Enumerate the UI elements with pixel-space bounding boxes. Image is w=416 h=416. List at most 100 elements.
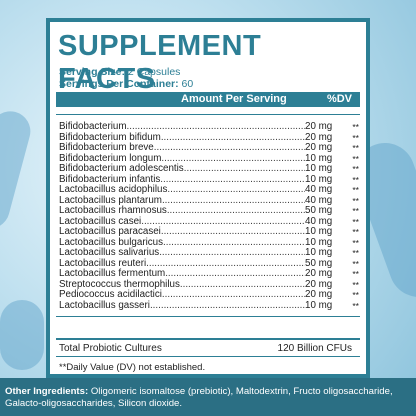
ingredient-name: Lactobacillus casei <box>59 215 142 227</box>
amount: 10 mg <box>305 173 333 185</box>
ingredient-row: Lactobacillus plantarum 40 mg ** <box>59 194 359 207</box>
total-value: 120 Billion CFUs <box>277 343 352 354</box>
leader-dots <box>167 206 305 217</box>
amount: 10 mg <box>305 247 333 258</box>
daily-value: ** <box>352 290 359 300</box>
daily-value: ** <box>352 206 359 216</box>
label: Serving Size: <box>59 66 125 78</box>
rule <box>56 356 360 357</box>
ingredient-row: Lactobacillus salivarius 10 mg ** <box>59 247 359 259</box>
leader-dots <box>159 248 305 259</box>
leader-dots <box>167 185 305 196</box>
ingredient-name: Bifidobacterium longum <box>59 152 162 164</box>
ingredient-name: Pediococcus acidilactici <box>59 289 162 300</box>
daily-value: ** <box>352 153 359 164</box>
ingredient-name: Bifidobacterium <box>59 121 127 132</box>
rule <box>56 338 360 340</box>
leader-dots <box>184 164 305 175</box>
ingredient-row: Lactobacillus casei 40 mg ** <box>59 215 359 228</box>
ingredient-name: Bifidobacterium adolescentis <box>59 163 184 174</box>
ingredient-row: Lactobacillus fermentum 20 mg ** <box>59 268 359 280</box>
daily-value: ** <box>352 237 359 248</box>
ingredient-name: Bifidobacterium breve <box>59 142 154 153</box>
daily-value: ** <box>352 195 359 206</box>
daily-value: ** <box>352 269 359 279</box>
ingredient-row: Lactobacillus bulgaricus 10 mg ** <box>59 236 359 249</box>
rule <box>56 114 360 115</box>
daily-value: ** <box>352 300 359 311</box>
daily-value: ** <box>352 132 359 143</box>
amount: 10 mg <box>305 226 333 237</box>
ingredient-row: Streptococcus thermophilus 20 mg ** <box>59 278 359 291</box>
ingredient-name: Lactobacillus acidophilus <box>59 184 168 195</box>
daily-value: ** <box>352 174 359 185</box>
total-label: Total Probiotic Cultures <box>59 343 162 354</box>
daily-value: ** <box>352 279 359 290</box>
other-ingredients: Other Ingredients: Oligomeric isomaltose… <box>0 378 416 416</box>
ingredient-row: Bifidobacterium bifidum 20 mg ** <box>59 132 359 144</box>
leader-dots <box>154 143 305 154</box>
amount: 20 mg <box>305 121 333 132</box>
leader-dots <box>161 227 305 238</box>
ingredient-row: Lactobacillus paracasei 10 mg ** <box>59 226 359 238</box>
rule <box>56 316 360 317</box>
daily-value: ** <box>352 164 359 174</box>
amount: 10 mg <box>305 236 333 248</box>
amount: 20 mg <box>305 278 333 290</box>
ingredient-name: Lactobacillus bulgaricus <box>59 236 164 248</box>
ingredient-name: Lactobacillus rhamnosus <box>59 205 167 216</box>
serving-size: Serving Size: 2 Capsules <box>59 66 180 78</box>
servings-per-container: Servings Per Container: 60 <box>59 78 193 90</box>
value: 60 <box>181 78 194 90</box>
column-header: Amount Per Serving %DV <box>56 92 360 107</box>
dv-header: %DV <box>326 93 352 105</box>
leader-dots <box>160 175 305 186</box>
amount: 10 mg <box>305 163 333 174</box>
ingredient-name: Lactobacillus fermentum <box>59 268 166 279</box>
ingredient-name: Lactobacillus salivarius <box>59 247 160 258</box>
ingredient-name: Bifidobacterium infantis <box>59 173 161 185</box>
daily-value: ** <box>352 185 359 195</box>
label: Other Ingredients: <box>5 386 89 397</box>
leader-dots <box>127 122 305 133</box>
title: SUPPLEMENT FACTS <box>58 30 262 95</box>
ingredient-row: Bifidobacterium infantis 10 mg ** <box>59 173 359 186</box>
amount: 50 mg <box>305 205 333 216</box>
rows: Bifidobacterium20 mg**Bifidobacterium bi… <box>59 121 359 312</box>
label: Servings Per Container: <box>59 78 179 90</box>
footnote: **Daily Value (DV) not established. <box>59 362 206 373</box>
amount: 20 mg <box>305 289 333 300</box>
ingredient-row: Bifidobacterium 20 mg ** <box>59 121 359 133</box>
ingredient-row: Lactobacillus rhamnosus 50 mg ** <box>59 205 359 217</box>
ingredient-name: Streptococcus thermophilus <box>59 278 180 290</box>
ingredient-row: Bifidobacterium longum 10 mg ** <box>59 152 359 165</box>
ingredient-name: Lactobacillus gasseri <box>59 299 150 311</box>
amount: 20 mg <box>305 142 333 153</box>
daily-value: ** <box>352 216 359 227</box>
amount: 50 mg <box>305 257 333 269</box>
daily-value: ** <box>352 258 359 269</box>
ingredient-name: Lactobacillus paracasei <box>59 226 161 237</box>
ingredient-row: Lactobacillus reuteri 50 mg ** <box>59 257 359 270</box>
leader-dots <box>161 133 305 144</box>
daily-value: ** <box>352 248 359 258</box>
leader-dots <box>150 301 305 312</box>
ingredient-name: Lactobacillus plantarum <box>59 194 162 206</box>
value: 2 Capsules <box>127 66 181 78</box>
leader-dots <box>146 259 305 270</box>
ingredient-row: Lactobacillus acidophilus 40 mg ** <box>59 184 359 196</box>
leader-dots <box>163 238 305 249</box>
amount: 40 mg <box>305 215 333 227</box>
facts-panel: SUPPLEMENT FACTS Serving Size: 2 Capsule… <box>46 18 370 378</box>
leader-dots <box>162 290 305 301</box>
bg-shape <box>0 300 44 370</box>
amount: 10 mg <box>305 299 333 311</box>
ingredient-row: Bifidobacterium adolescentis 10 mg ** <box>59 163 359 175</box>
total-row: Total Probiotic Cultures 120 Billion CFUs <box>59 343 352 354</box>
ingredient-row: Pediococcus acidilactici 20 mg ** <box>59 289 359 301</box>
ingredient-row: Bifidobacterium breve 20 mg ** <box>59 142 359 154</box>
ingredient-name: Lactobacillus reuteri <box>59 257 147 269</box>
leader-dots <box>180 280 305 291</box>
amount: 40 mg <box>305 194 333 206</box>
